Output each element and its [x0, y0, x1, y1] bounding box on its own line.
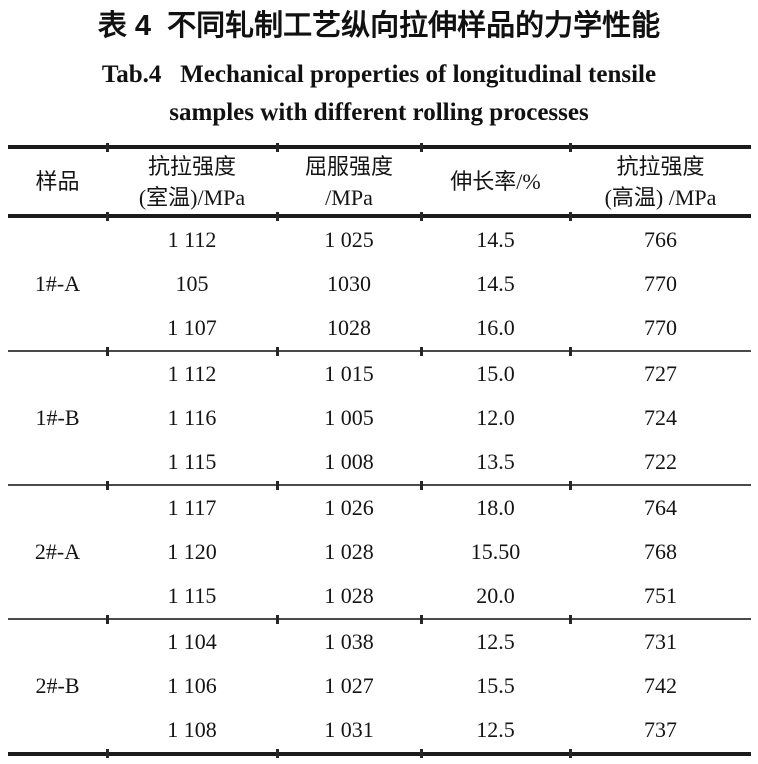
- rule-tick-mark: [569, 212, 572, 221]
- col-header-elongation: 伸长率/%: [421, 149, 570, 214]
- table-title-english-line1: Tab.4 Mechanical properties of longitudi…: [101, 61, 657, 88]
- table-cell: 12.5: [476, 629, 515, 654]
- mechanical-properties-table: 样品 抗拉强度 (室温)/MPa 屈服强度 /MPa 伸长率/% 抗拉强度 (高…: [8, 145, 751, 756]
- rule-tick-mark: [106, 481, 109, 490]
- table-cell: 105: [175, 271, 209, 296]
- sample-group-2B: 2#-B 1 104 1 038 12.5 731 1 106 1 027 15…: [8, 618, 751, 752]
- table-cell: 14.5: [476, 271, 515, 296]
- rule-tick-mark: [276, 347, 279, 356]
- col-header-tensile-room-temp: 抗拉强度 (室温)/MPa: [107, 149, 277, 214]
- sample-label: 1#-B: [35, 405, 80, 430]
- rule-tick-mark: [276, 615, 279, 624]
- table-cell: 1 112: [167, 227, 217, 252]
- table-cell: 722: [644, 449, 677, 474]
- header-line: /MPa: [325, 184, 373, 210]
- table-cell: 1 026: [324, 495, 374, 520]
- table-cell: 1 120: [167, 539, 217, 564]
- rule-tick-mark: [420, 481, 423, 490]
- table-cell: 727: [644, 361, 677, 386]
- table-cell: 15.0: [476, 361, 515, 386]
- table-cell: 13.5: [476, 449, 515, 474]
- header-line: 样品: [35, 169, 80, 194]
- table-cell: 12.0: [476, 405, 515, 430]
- rule-tick-mark: [569, 347, 572, 356]
- header-line: 屈服强度: [304, 153, 393, 179]
- col-header-sample: 样品: [8, 149, 107, 214]
- sample-group-2A: 2#-A 1 117 1 026 18.0 764 1 120 1 028 15…: [8, 484, 751, 618]
- rule-tick-mark: [569, 615, 572, 624]
- table-cell: 1 031: [324, 717, 374, 742]
- table-cell: 724: [644, 405, 677, 430]
- table-cell: 742: [644, 673, 677, 698]
- table-cell: 1 108: [167, 717, 217, 742]
- table-cell: 1 008: [324, 449, 374, 474]
- rule-tick-mark: [106, 615, 109, 624]
- table-cell: 1 117: [167, 495, 217, 520]
- table-cell: 1 025: [324, 227, 374, 252]
- rule-tick-mark: [420, 212, 423, 221]
- table-cell: 15.50: [470, 539, 521, 564]
- sample-group-1B: 1#-B 1 112 1 015 15.0 727 1 116 1 005 12…: [8, 350, 751, 484]
- table-title-chinese: 表 4 不同轧制工艺纵向拉伸样品的力学性能: [97, 10, 661, 42]
- table-cell: 1 104: [167, 629, 217, 654]
- rule-tick-mark: [276, 143, 279, 152]
- sample-label: 1#-A: [34, 271, 81, 296]
- rule-tick-mark: [420, 749, 423, 758]
- rule-tick-mark: [106, 143, 109, 152]
- rule-tick-mark: [420, 615, 423, 624]
- rule-tick-mark: [276, 212, 279, 221]
- table-cell: 1 015: [324, 361, 374, 386]
- table-cell: 1 115: [167, 583, 217, 608]
- header-line: (高温) /MPa: [604, 184, 717, 210]
- table-cell: 1 115: [167, 449, 217, 474]
- table-cell: 14.5: [476, 227, 515, 252]
- table-cell: 766: [644, 227, 677, 252]
- rule-tick-mark: [276, 749, 279, 758]
- rule-tick-mark: [106, 347, 109, 356]
- rule-tick-mark: [106, 749, 109, 758]
- table-cell: 18.0: [476, 495, 515, 520]
- table-cell: 16.0: [476, 315, 515, 340]
- rule-tick-mark: [420, 143, 423, 152]
- table-cell: 12.5: [476, 717, 515, 742]
- rule-tick-mark: [569, 481, 572, 490]
- table-cell: 1028: [327, 315, 371, 340]
- table-title-english-line2: samples with different rolling processes: [169, 99, 589, 126]
- rule-tick-mark: [569, 749, 572, 758]
- table-cell: 1 107: [167, 315, 217, 340]
- table-cell: 1 027: [324, 673, 374, 698]
- table-cell: 731: [644, 629, 677, 654]
- header-line: 抗拉强度: [616, 153, 705, 179]
- table-cell: 737: [644, 717, 677, 742]
- table-cell: 1 005: [324, 405, 374, 430]
- table-cell: 20.0: [476, 583, 515, 608]
- rule-tick-mark: [569, 143, 572, 152]
- table-cell: 1 028: [324, 539, 374, 564]
- sample-group-1A: 1#-A 1 112 1 025 14.5 766 105 1030 14.5 …: [8, 218, 751, 350]
- header-line: 抗拉强度: [147, 153, 236, 179]
- sample-label: 2#-A: [34, 539, 81, 564]
- table-header-row: 样品 抗拉强度 (室温)/MPa 屈服强度 /MPa 伸长率/% 抗拉强度 (高…: [8, 149, 751, 218]
- table-cell: 770: [644, 271, 677, 296]
- header-line: 伸长率/%: [450, 169, 541, 194]
- col-header-yield-strength: 屈服强度 /MPa: [277, 149, 421, 214]
- table-cell: 770: [644, 315, 677, 340]
- table-cell: 751: [644, 583, 677, 608]
- rule-tick-mark: [276, 481, 279, 490]
- rule-tick-mark: [106, 212, 109, 221]
- table-cell: 15.5: [476, 673, 515, 698]
- table-cell: 1 038: [324, 629, 374, 654]
- rule-tick-mark: [420, 347, 423, 356]
- col-header-tensile-high-temp: 抗拉强度 (高温) /MPa: [570, 149, 751, 214]
- table-cell: 1 028: [324, 583, 374, 608]
- table-cell: 1 106: [167, 673, 217, 698]
- sample-label: 2#-B: [35, 673, 80, 698]
- table-cell: 1 116: [167, 405, 217, 430]
- table-cell: 1 112: [167, 361, 217, 386]
- table-cell: 1030: [327, 271, 371, 296]
- header-line: (室温)/MPa: [138, 184, 246, 210]
- table-cell: 764: [644, 495, 677, 520]
- table-cell: 768: [644, 539, 677, 564]
